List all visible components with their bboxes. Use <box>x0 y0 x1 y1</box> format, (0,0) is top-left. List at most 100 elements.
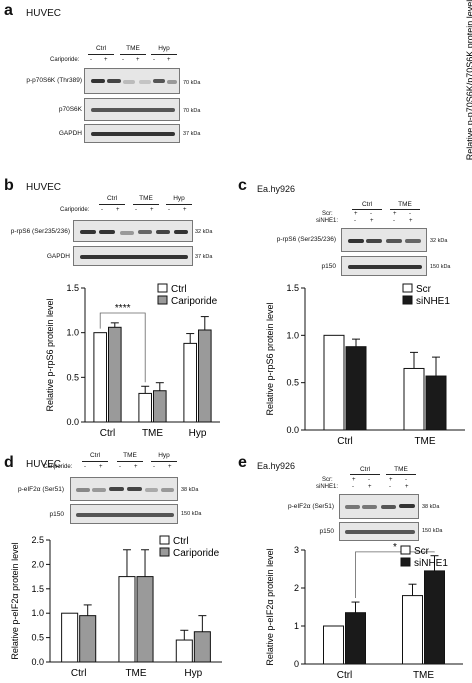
blot-image-p150-e <box>339 522 419 541</box>
legend-label: siNHE1 <box>414 558 448 569</box>
kda-label: 32 kDa <box>430 238 448 244</box>
sign: + <box>168 464 172 470</box>
x-tick-label: TME <box>125 668 146 679</box>
y-tick-label: 0.5 <box>286 378 299 388</box>
sign: + <box>370 218 374 224</box>
bar <box>403 367 425 431</box>
sign: - <box>153 57 155 63</box>
sign: + <box>150 207 154 213</box>
cond-line <box>88 54 114 55</box>
blot-label: p-p70S6K (Thr389) <box>26 77 82 84</box>
panel-label-a: a <box>4 2 13 19</box>
blot-label: GAPDH <box>46 253 70 260</box>
blot-label: p150 <box>49 511 64 518</box>
legend-swatch <box>402 283 413 293</box>
cond-d-2: Hyp <box>158 452 170 459</box>
treatment-label-b: Cariporide: <box>60 207 90 213</box>
sign: - <box>405 477 407 483</box>
legend-swatch <box>400 557 411 567</box>
legend-label: Ctrl <box>171 284 187 295</box>
kda-label: 32 kDa <box>195 229 213 235</box>
legend-label: Scr <box>414 546 430 557</box>
y-tick-label: 0.0 <box>286 425 299 435</box>
cond-line <box>151 461 177 462</box>
legend-swatch <box>157 283 168 293</box>
sign: - <box>168 207 170 213</box>
sign: + <box>104 57 108 63</box>
blot-label: p70S6K <box>58 106 82 113</box>
blot-label: p-eIF2α (Ser51) <box>17 486 64 493</box>
panel-label-c: c <box>238 177 247 194</box>
sign: + <box>136 57 140 63</box>
kda-label: 70 kDa <box>183 80 201 86</box>
y-tick-label: 2.5 <box>31 535 44 545</box>
y-tick-label: 0.0 <box>66 417 79 427</box>
sign: - <box>389 484 391 490</box>
cond-c-0: Ctrl <box>361 201 373 208</box>
sign: - <box>90 57 92 63</box>
blot-image-p150-c <box>341 256 427 276</box>
blot-image-p70s6k <box>84 98 180 121</box>
x-tick-label: Ctrl <box>100 428 116 439</box>
bar <box>183 342 197 423</box>
y-tick-label: 1.0 <box>286 330 299 340</box>
y-tick-label: 1.0 <box>31 608 44 618</box>
y-tick-label: 0.5 <box>66 372 79 382</box>
cond-line <box>99 204 125 205</box>
kda-label: 37 kDa <box>195 254 213 260</box>
sign: + <box>352 477 356 483</box>
bar <box>136 576 154 663</box>
y-axis-label: Relative p-rpS6 protein level <box>45 298 55 411</box>
bar <box>108 326 122 423</box>
kda-label: 150 kDa <box>430 264 451 270</box>
sign: - <box>119 464 121 470</box>
x-tick-label: Hyp <box>184 668 202 679</box>
treatment-label-e-0: Scr: <box>322 477 333 483</box>
bar <box>323 334 345 431</box>
bar <box>402 595 423 665</box>
blot-image-gapdh <box>84 124 180 143</box>
treatment-label-a: Cariporide: <box>50 57 80 63</box>
kda-label: 70 kDa <box>183 108 201 114</box>
y-axis-label: Relative p-rpS6 protein level <box>265 302 275 415</box>
cond-line <box>350 474 380 475</box>
y-tick-label: 1.0 <box>66 328 79 338</box>
cond-line <box>352 209 382 210</box>
cond-a-0: Ctrl <box>95 45 107 52</box>
bar <box>323 625 344 665</box>
chart-c: 0.0 0.5 1.0 1.5 Relative p-rpS6 protein leve… <box>265 283 465 447</box>
legend-swatch <box>157 295 168 305</box>
cond-line <box>117 461 143 462</box>
significance-bracket <box>355 551 435 599</box>
blot-label: p-rpS6 (Ser235/236) <box>10 228 70 235</box>
panel-label-d: d <box>4 454 14 471</box>
chart-b: 0.0 0.5 1.0 1.5 Relative p-rpS6 protein leve… <box>45 283 220 439</box>
y-tick-label: 2.0 <box>31 559 44 569</box>
bar <box>425 375 447 431</box>
y-tick-label: 0.0 <box>31 657 44 667</box>
cond-line <box>120 54 146 55</box>
sign: - <box>370 211 372 217</box>
y-tick-label: 1.5 <box>66 283 79 293</box>
sign: - <box>122 57 124 63</box>
cond-line <box>133 204 159 205</box>
legend-label: Scr <box>416 284 432 295</box>
x-tick-label: TME <box>414 436 435 447</box>
cell-line-b: HUVEC <box>26 182 62 193</box>
x-tick-label: Ctrl <box>337 436 353 447</box>
blot-label: GAPDH <box>58 130 82 137</box>
sign: + <box>368 484 372 490</box>
panel-label-b: b <box>4 177 14 194</box>
sign: + <box>405 484 409 490</box>
x-tick-label: Ctrl <box>337 670 353 681</box>
cond-a-1: TME <box>126 45 140 52</box>
sign: + <box>116 207 120 213</box>
blot-label: p150 <box>321 263 336 270</box>
y-tick-label: 3 <box>294 545 299 555</box>
cond-b-1: TME <box>139 195 153 202</box>
cond-line <box>386 474 416 475</box>
significance-label: * <box>393 542 397 553</box>
bar <box>61 612 79 663</box>
cell-line-c: Ea.hy926 <box>257 184 296 194</box>
cond-d-1: TME <box>123 452 137 459</box>
